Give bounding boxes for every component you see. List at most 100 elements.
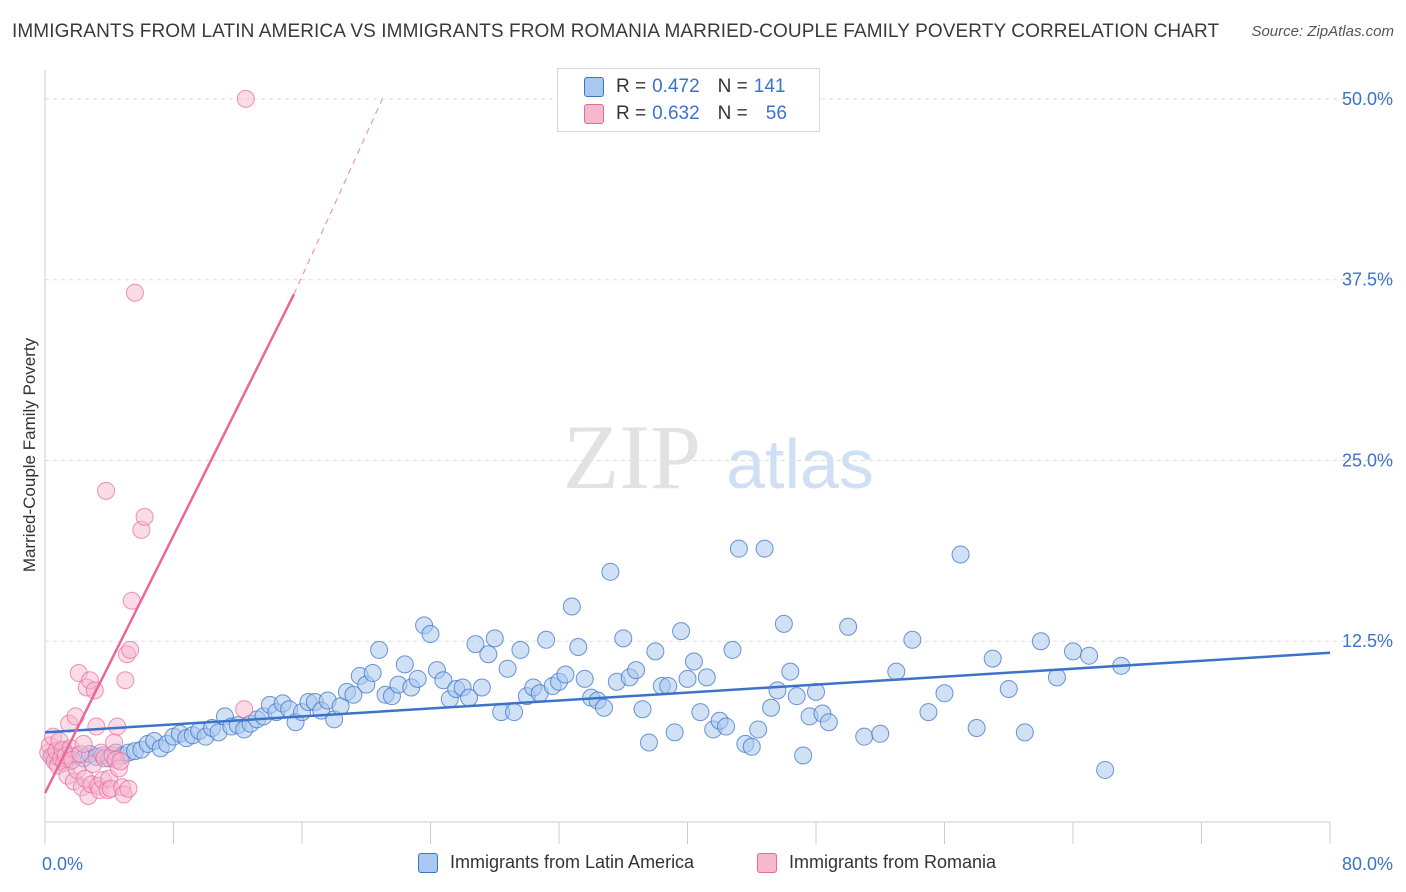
point-latin-america bbox=[1031, 632, 1050, 651]
pink-square-icon bbox=[757, 852, 777, 873]
point-latin-america bbox=[633, 700, 652, 719]
point-latin-america bbox=[421, 625, 440, 643]
point-latin-america bbox=[1096, 760, 1115, 779]
point-latin-america bbox=[678, 669, 697, 688]
point-latin-america bbox=[1015, 723, 1034, 742]
trendline-romania bbox=[43, 293, 296, 794]
y-tick-label: 37.5% bbox=[1342, 270, 1393, 290]
point-latin-america bbox=[762, 698, 781, 717]
point-romania bbox=[125, 283, 144, 302]
point-latin-america bbox=[919, 703, 938, 722]
point-latin-america bbox=[665, 723, 684, 742]
point-latin-america bbox=[537, 630, 556, 649]
point-latin-america bbox=[819, 713, 838, 732]
point-romania bbox=[87, 717, 106, 736]
legend-row-romania: R = 0.632 N = 56 bbox=[584, 102, 787, 126]
point-latin-america bbox=[627, 661, 646, 680]
series-legend: Immigrants from Latin America Immigrants… bbox=[0, 852, 1406, 876]
point-latin-america bbox=[344, 685, 363, 704]
point-latin-america bbox=[723, 640, 742, 659]
point-latin-america bbox=[594, 698, 613, 717]
point-romania bbox=[235, 700, 254, 719]
legend-r-value: 0.632 bbox=[652, 103, 700, 124]
correlation-legend: R = 0.472 N = 141 R = 0.632 N = 56 bbox=[557, 68, 820, 132]
point-latin-america bbox=[774, 614, 793, 633]
y-tick-label: 12.5% bbox=[1342, 631, 1393, 651]
point-latin-america bbox=[749, 720, 768, 739]
x-tick-label-max: 80.0% bbox=[1342, 854, 1393, 874]
y-tick-label: 50.0% bbox=[1342, 89, 1393, 109]
trendline-latin-america bbox=[44, 651, 1331, 734]
blue-swatch-icon bbox=[584, 77, 604, 97]
legend-item-romania[interactable]: Immigrants from Romania bbox=[757, 852, 996, 873]
point-latin-america bbox=[472, 678, 491, 697]
watermark: ZIP atlas bbox=[563, 406, 874, 508]
point-latin-america bbox=[691, 703, 710, 722]
point-latin-america bbox=[839, 617, 858, 636]
grid-lines bbox=[45, 98, 1392, 642]
point-latin-america bbox=[768, 681, 787, 700]
point-romania bbox=[97, 481, 116, 500]
legend-item-latin-america[interactable]: Immigrants from Latin America bbox=[418, 852, 694, 873]
point-latin-america bbox=[807, 682, 825, 701]
point-romania bbox=[85, 681, 104, 700]
pink-swatch-icon bbox=[584, 104, 604, 124]
point-latin-america bbox=[781, 662, 800, 681]
point-latin-america bbox=[742, 737, 761, 756]
point-latin-america bbox=[871, 724, 890, 743]
point-latin-america bbox=[556, 665, 575, 684]
point-latin-america bbox=[697, 668, 716, 687]
point-latin-america bbox=[434, 671, 453, 690]
point-latin-america bbox=[794, 746, 813, 765]
watermark-zip: ZIP bbox=[563, 406, 701, 508]
point-romania bbox=[236, 89, 255, 108]
legend-label-romania: Immigrants from Romania bbox=[789, 852, 997, 872]
point-latin-america bbox=[370, 640, 389, 659]
trendline-romania-extension bbox=[293, 98, 383, 295]
point-latin-america bbox=[498, 659, 517, 678]
point-latin-america bbox=[614, 629, 633, 648]
point-latin-america bbox=[408, 669, 427, 688]
legend-n-label: N = bbox=[717, 103, 748, 124]
series-romania bbox=[39, 89, 255, 805]
point-latin-america bbox=[903, 630, 922, 649]
legend-r-label: R = bbox=[616, 103, 647, 124]
chart-title: IMMIGRANTS FROM LATIN AMERICA VS IMMIGRA… bbox=[12, 21, 1220, 42]
point-latin-america bbox=[485, 629, 504, 648]
point-latin-america bbox=[1080, 646, 1099, 665]
legend-row-latin-america: R = 0.472 N = 141 bbox=[584, 75, 785, 99]
point-latin-america bbox=[672, 622, 691, 641]
point-latin-america bbox=[729, 539, 748, 558]
point-latin-america bbox=[479, 645, 498, 664]
y-tick-label: 25.0% bbox=[1342, 450, 1393, 470]
point-romania bbox=[74, 734, 93, 753]
point-latin-america bbox=[935, 684, 954, 703]
point-latin-america bbox=[511, 640, 530, 659]
blue-square-icon bbox=[418, 852, 438, 873]
point-latin-america bbox=[887, 662, 906, 681]
legend-n-value: 141 bbox=[753, 76, 786, 97]
point-latin-america bbox=[646, 642, 665, 661]
point-latin-america bbox=[639, 733, 658, 752]
point-latin-america bbox=[999, 679, 1018, 698]
point-latin-america bbox=[717, 717, 736, 736]
series-latin-america bbox=[44, 539, 1131, 779]
point-latin-america bbox=[951, 545, 970, 564]
watermark-atlas: atlas bbox=[726, 425, 874, 503]
point-latin-america bbox=[1064, 642, 1082, 661]
point-latin-america bbox=[967, 719, 986, 737]
point-latin-america bbox=[562, 597, 581, 616]
point-latin-america bbox=[466, 635, 485, 654]
x-tick-label-min: 0.0% bbox=[42, 854, 83, 874]
tick-labels: 12.5% 25.0% 37.5% 50.0% 0.0% 80.0% bbox=[42, 89, 1393, 874]
axes bbox=[44, 70, 1331, 844]
point-latin-america bbox=[983, 649, 1002, 668]
point-romania bbox=[111, 752, 130, 771]
legend-n-value: 56 bbox=[765, 103, 787, 124]
point-latin-america bbox=[505, 703, 524, 722]
point-latin-america bbox=[855, 727, 874, 746]
point-latin-america bbox=[1047, 668, 1066, 687]
point-latin-america bbox=[787, 687, 806, 706]
point-latin-america bbox=[684, 652, 703, 671]
